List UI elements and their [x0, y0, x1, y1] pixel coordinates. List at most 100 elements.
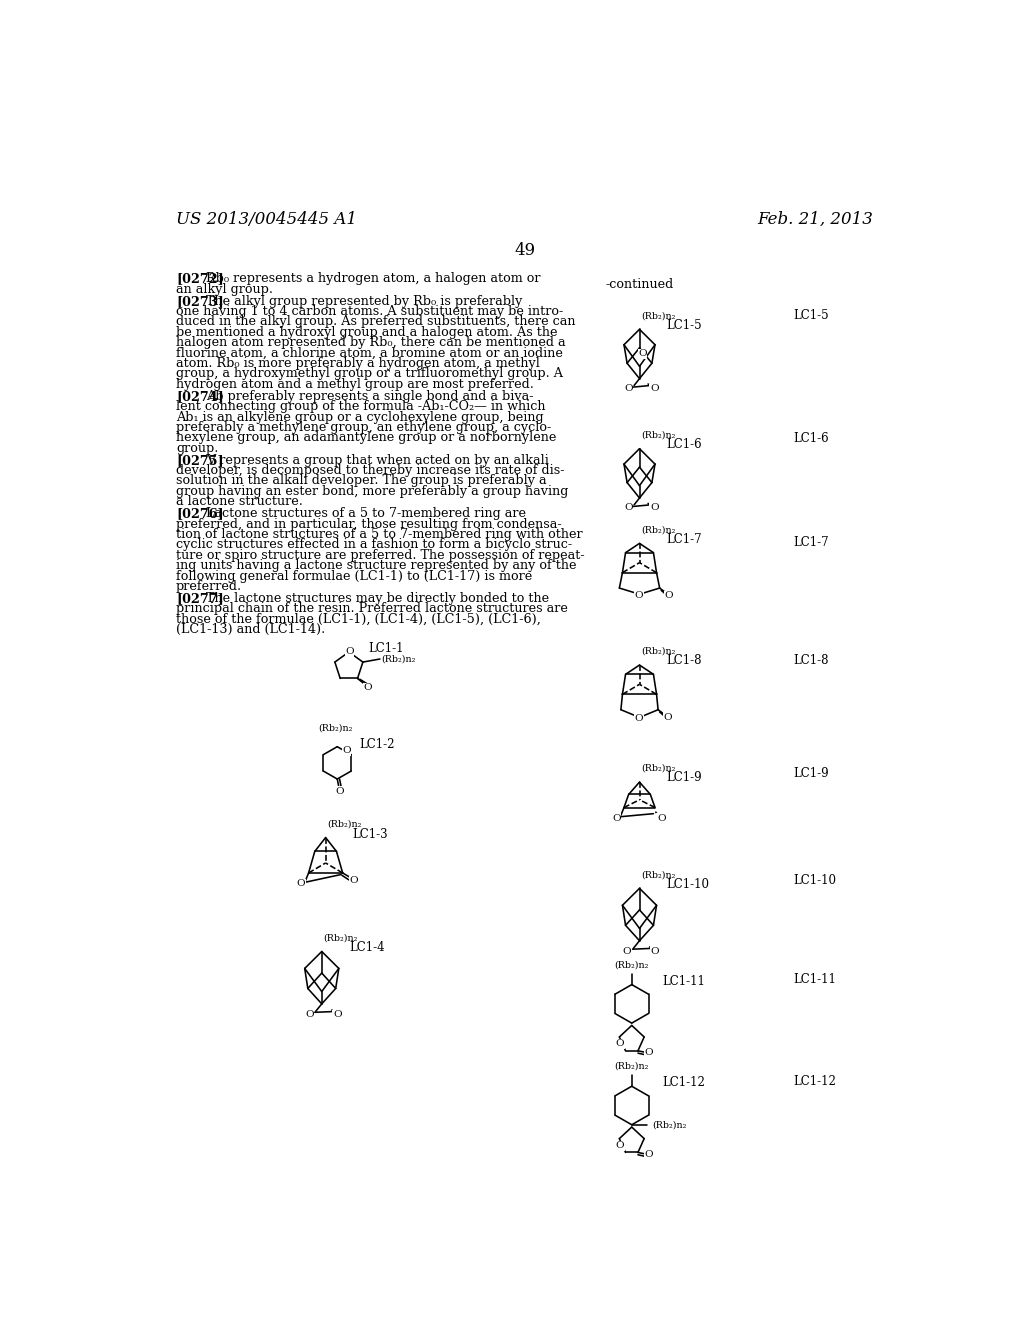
Text: O: O — [656, 814, 666, 822]
Text: (Rb₂)n₂: (Rb₂)n₂ — [641, 430, 676, 440]
Text: O: O — [335, 787, 344, 796]
Text: LC1-8: LC1-8 — [793, 653, 828, 667]
Text: (Rb₂)n₂: (Rb₂)n₂ — [328, 820, 361, 829]
Text: group.: group. — [176, 442, 218, 455]
Text: LC1-10: LC1-10 — [793, 874, 836, 887]
Text: (Rb₂)n₂: (Rb₂)n₂ — [614, 1061, 649, 1071]
Text: ture or spiro structure are preferred. The possession of repeat-: ture or spiro structure are preferred. T… — [176, 549, 585, 562]
Text: duced in the alkyl group. As preferred substituents, there can: duced in the alkyl group. As preferred s… — [176, 315, 575, 329]
Text: one having 1 to 4 carbon atoms. A substituent may be intro-: one having 1 to 4 carbon atoms. A substi… — [176, 305, 563, 318]
Text: a lactone structure.: a lactone structure. — [176, 495, 303, 508]
Text: O: O — [615, 1140, 625, 1150]
Text: V represents a group that when acted on by an alkali: V represents a group that when acted on … — [206, 454, 549, 467]
Text: O: O — [623, 946, 632, 956]
Text: (Rb₂)n₂: (Rb₂)n₂ — [652, 1121, 686, 1129]
Text: an alkyl group.: an alkyl group. — [176, 282, 273, 296]
Text: LC1-9: LC1-9 — [667, 771, 702, 784]
Text: LC1-11: LC1-11 — [793, 973, 836, 986]
Text: atom. Rb₀ is more preferably a hydrogen atom, a methyl: atom. Rb₀ is more preferably a hydrogen … — [176, 358, 540, 370]
Text: O: O — [665, 591, 673, 601]
Text: O: O — [612, 814, 621, 822]
Text: LC1-12: LC1-12 — [663, 1076, 706, 1089]
Text: O: O — [638, 350, 647, 359]
Text: LC1-5: LC1-5 — [667, 318, 702, 331]
Text: Feb. 21, 2013: Feb. 21, 2013 — [758, 211, 873, 228]
Text: O: O — [644, 1048, 653, 1057]
Text: (LC1-13) and (LC1-14).: (LC1-13) and (LC1-14). — [176, 623, 326, 636]
Text: 49: 49 — [514, 242, 536, 259]
Text: LC1-5: LC1-5 — [793, 309, 828, 322]
Text: O: O — [635, 591, 643, 601]
Text: (Rb₂)n₂: (Rb₂)n₂ — [641, 870, 676, 879]
Text: halogen atom represented by Rb₀, there can be mentioned a: halogen atom represented by Rb₀, there c… — [176, 337, 565, 350]
Text: (Rb₂)n₂: (Rb₂)n₂ — [641, 525, 676, 535]
Text: O: O — [650, 503, 658, 512]
Text: The lactone structures may be directly bonded to the: The lactone structures may be directly b… — [206, 591, 549, 605]
Text: (Rb₂)n₂: (Rb₂)n₂ — [641, 647, 676, 656]
Text: US 2013/0045445 A1: US 2013/0045445 A1 — [176, 211, 357, 228]
Text: O: O — [650, 384, 658, 393]
Text: [0274]: [0274] — [176, 389, 224, 403]
Text: LC1-6: LC1-6 — [793, 432, 828, 445]
Text: solution in the alkali developer. The group is preferably a: solution in the alkali developer. The gr… — [176, 474, 547, 487]
Text: LC1-7: LC1-7 — [667, 533, 702, 545]
Text: O: O — [625, 503, 633, 512]
Text: O: O — [342, 746, 351, 755]
Text: LC1-7: LC1-7 — [793, 536, 828, 549]
Text: hydrogen atom and a methyl group are most preferred.: hydrogen atom and a methyl group are mos… — [176, 378, 534, 391]
Text: (Rb₂)n₂: (Rb₂)n₂ — [318, 723, 353, 733]
Text: Rb₀ represents a hydrogen atom, a halogen atom or: Rb₀ represents a hydrogen atom, a haloge… — [206, 272, 541, 285]
Text: lent connecting group of the formula -Ab₁-CO₂— in which: lent connecting group of the formula -Ab… — [176, 400, 546, 413]
Text: group having an ester bond, more preferably a group having: group having an ester bond, more prefera… — [176, 484, 568, 498]
Text: O: O — [349, 876, 357, 886]
Text: LC1-2: LC1-2 — [359, 738, 394, 751]
Text: LC1-9: LC1-9 — [793, 767, 828, 780]
Text: O: O — [364, 684, 372, 692]
Text: fluorine atom, a chlorine atom, a bromine atom or an iodine: fluorine atom, a chlorine atom, a bromin… — [176, 347, 563, 359]
Text: preferably a methylene group, an ethylene group, a cyclo-: preferably a methylene group, an ethylen… — [176, 421, 551, 434]
Text: [0272]: [0272] — [176, 272, 224, 285]
Text: tion of lactone structures of a 5 to 7-membered ring with other: tion of lactone structures of a 5 to 7-m… — [176, 528, 583, 541]
Text: The alkyl group represented by Rb₀ is preferably: The alkyl group represented by Rb₀ is pr… — [206, 294, 522, 308]
Text: O: O — [635, 714, 643, 723]
Text: [0277]: [0277] — [176, 591, 224, 605]
Text: those of the formulae (LC1-1), (LC1-4), (LC1-5), (LC1-6),: those of the formulae (LC1-1), (LC1-4), … — [176, 612, 541, 626]
Text: preferred.: preferred. — [176, 579, 242, 593]
Text: [0276]: [0276] — [176, 507, 223, 520]
Text: O: O — [615, 1039, 625, 1048]
Text: LC1-6: LC1-6 — [667, 438, 702, 451]
Text: preferred, and in particular, those resulting from condensa-: preferred, and in particular, those resu… — [176, 517, 562, 531]
Text: -continued: -continued — [605, 277, 674, 290]
Text: ing units having a lactone structure represented by any of the: ing units having a lactone structure rep… — [176, 560, 577, 572]
Text: group, a hydroxymethyl group or a trifluoromethyl group. A: group, a hydroxymethyl group or a triflu… — [176, 367, 563, 380]
Text: (Rb₂)n₂: (Rb₂)n₂ — [382, 655, 416, 664]
Text: O: O — [345, 648, 354, 656]
Text: LC1-1: LC1-1 — [369, 642, 403, 655]
Text: developer, is decomposed to thereby increase its rate of dis-: developer, is decomposed to thereby incr… — [176, 465, 564, 477]
Text: following general formulae (LC1-1) to (LC1-17) is more: following general formulae (LC1-1) to (L… — [176, 570, 532, 582]
Text: O: O — [644, 1150, 653, 1159]
Text: O: O — [305, 1010, 313, 1019]
Text: [0275]: [0275] — [176, 454, 223, 467]
Text: LC1-3: LC1-3 — [352, 829, 388, 841]
Text: Ab preferably represents a single bond and a biva-: Ab preferably represents a single bond a… — [206, 389, 534, 403]
Text: O: O — [664, 713, 672, 722]
Text: LC1-12: LC1-12 — [793, 1074, 836, 1088]
Text: Ab₁ is an alkylene group or a cyclohexylene group, being: Ab₁ is an alkylene group or a cyclohexyl… — [176, 411, 544, 424]
Text: hexylene group, an adamantylene group or a norbornylene: hexylene group, an adamantylene group or… — [176, 432, 556, 445]
Text: (Rb₂)n₂: (Rb₂)n₂ — [641, 312, 676, 321]
Text: O: O — [625, 384, 633, 393]
Text: LC1-10: LC1-10 — [667, 878, 710, 891]
Text: O: O — [297, 879, 305, 888]
Text: (Rb₂)n₂: (Rb₂)n₂ — [614, 960, 649, 969]
Text: O: O — [650, 946, 659, 956]
Text: be mentioned a hydroxyl group and a halogen atom. As the: be mentioned a hydroxyl group and a halo… — [176, 326, 557, 339]
Text: LC1-4: LC1-4 — [349, 941, 384, 954]
Text: cyclic structures effected in a fashion to form a bicyclo struc-: cyclic structures effected in a fashion … — [176, 539, 572, 552]
Text: LC1-8: LC1-8 — [667, 655, 702, 668]
Text: principal chain of the resin. Preferred lactone structures are: principal chain of the resin. Preferred … — [176, 602, 568, 615]
Text: Lactone structures of a 5 to 7-membered ring are: Lactone structures of a 5 to 7-membered … — [206, 507, 525, 520]
Text: (Rb₂)n₂: (Rb₂)n₂ — [641, 764, 676, 774]
Text: (Rb₂)n₂: (Rb₂)n₂ — [324, 933, 357, 942]
Text: LC1-11: LC1-11 — [663, 974, 706, 987]
